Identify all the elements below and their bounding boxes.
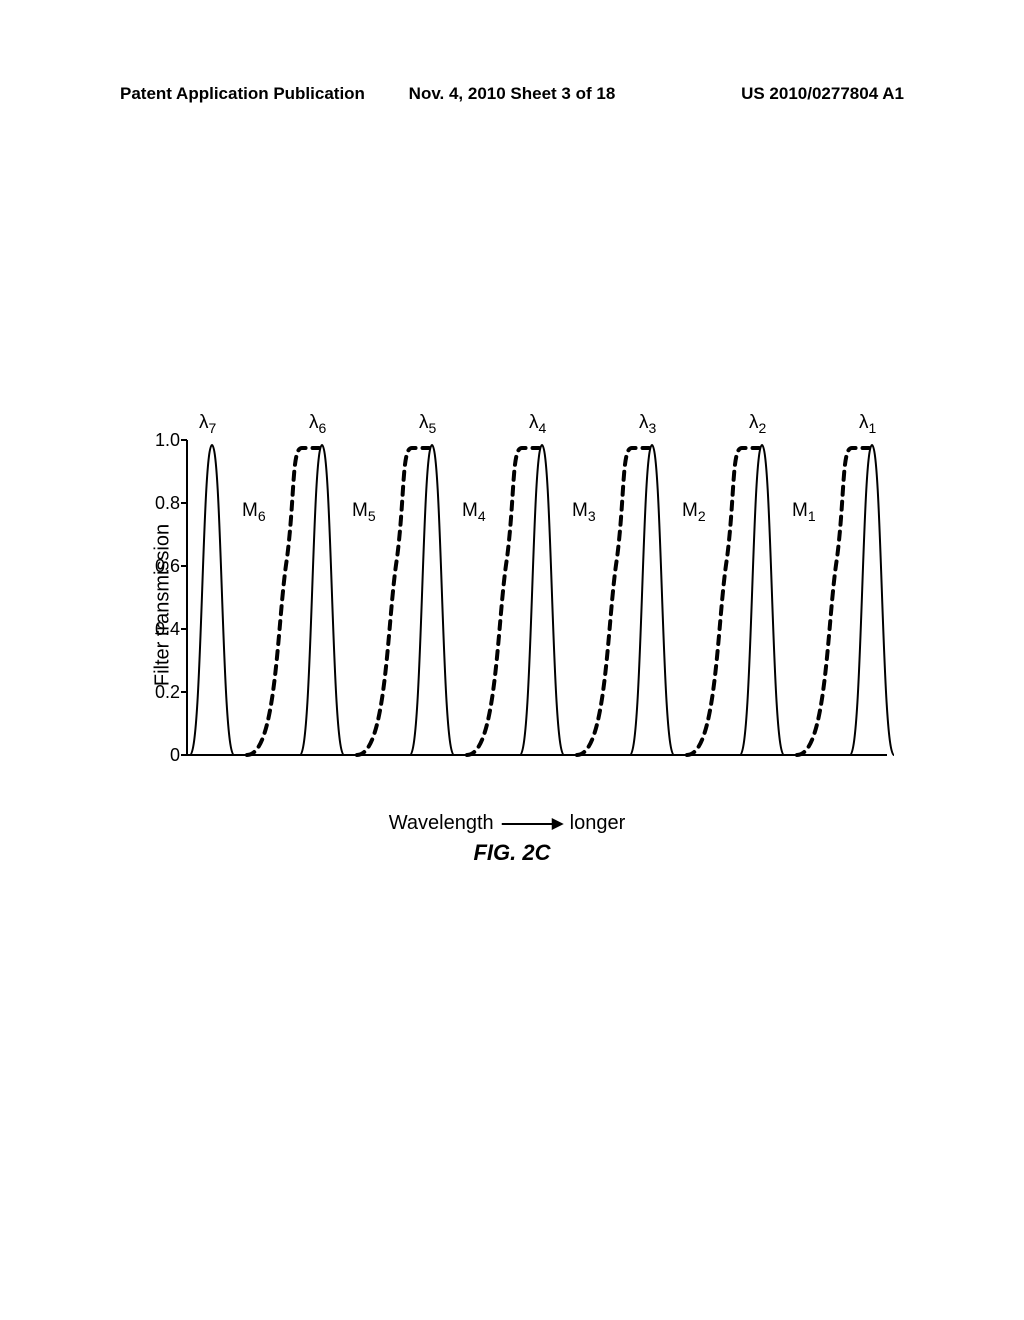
header-sheet-info: Nov. 4, 2010 Sheet 3 of 18: [381, 84, 642, 104]
m-label: M1: [792, 500, 816, 524]
y-tick-label: 0.6: [142, 556, 180, 577]
x-axis-label: Wavelength longer: [389, 812, 625, 835]
chart-svg: [112, 410, 902, 800]
figure-caption: FIG. 2C: [473, 840, 550, 866]
m-label: M6: [242, 500, 266, 524]
header-publication: Patent Application Publication: [120, 84, 381, 104]
m-label: M4: [462, 500, 486, 524]
y-tick-label: 0.2: [142, 682, 180, 703]
y-tick-label: 0.8: [142, 493, 180, 514]
lambda-label: λ4: [529, 412, 546, 436]
lambda-label: λ1: [859, 412, 876, 436]
header-patent-number: US 2010/0277804 A1: [643, 84, 904, 104]
m-label: M5: [352, 500, 376, 524]
x-axis-label-suffix: longer: [570, 812, 626, 835]
y-axis-label: Filter transmission: [152, 524, 175, 686]
filter-transmission-chart: Filter transmission λ7 λ6 λ5 λ4 λ3 λ2 λ1 M6 M5 M…: [112, 410, 902, 800]
lambda-label: λ3: [639, 412, 656, 436]
m-label: M3: [572, 500, 596, 524]
lambda-label: λ2: [749, 412, 766, 436]
lambda-label: λ5: [419, 412, 436, 436]
arrow-icon: [502, 823, 562, 825]
lambda-label: λ6: [309, 412, 326, 436]
y-tick-label: 0.4: [142, 619, 180, 640]
page-header: Patent Application Publication Nov. 4, 2…: [0, 84, 1024, 104]
y-tick-label: 1.0: [142, 430, 180, 451]
y-tick-label: 0: [142, 745, 180, 766]
x-axis-label-prefix: Wavelength: [389, 812, 494, 835]
m-label: M2: [682, 500, 706, 524]
lambda-label: λ7: [199, 412, 216, 436]
